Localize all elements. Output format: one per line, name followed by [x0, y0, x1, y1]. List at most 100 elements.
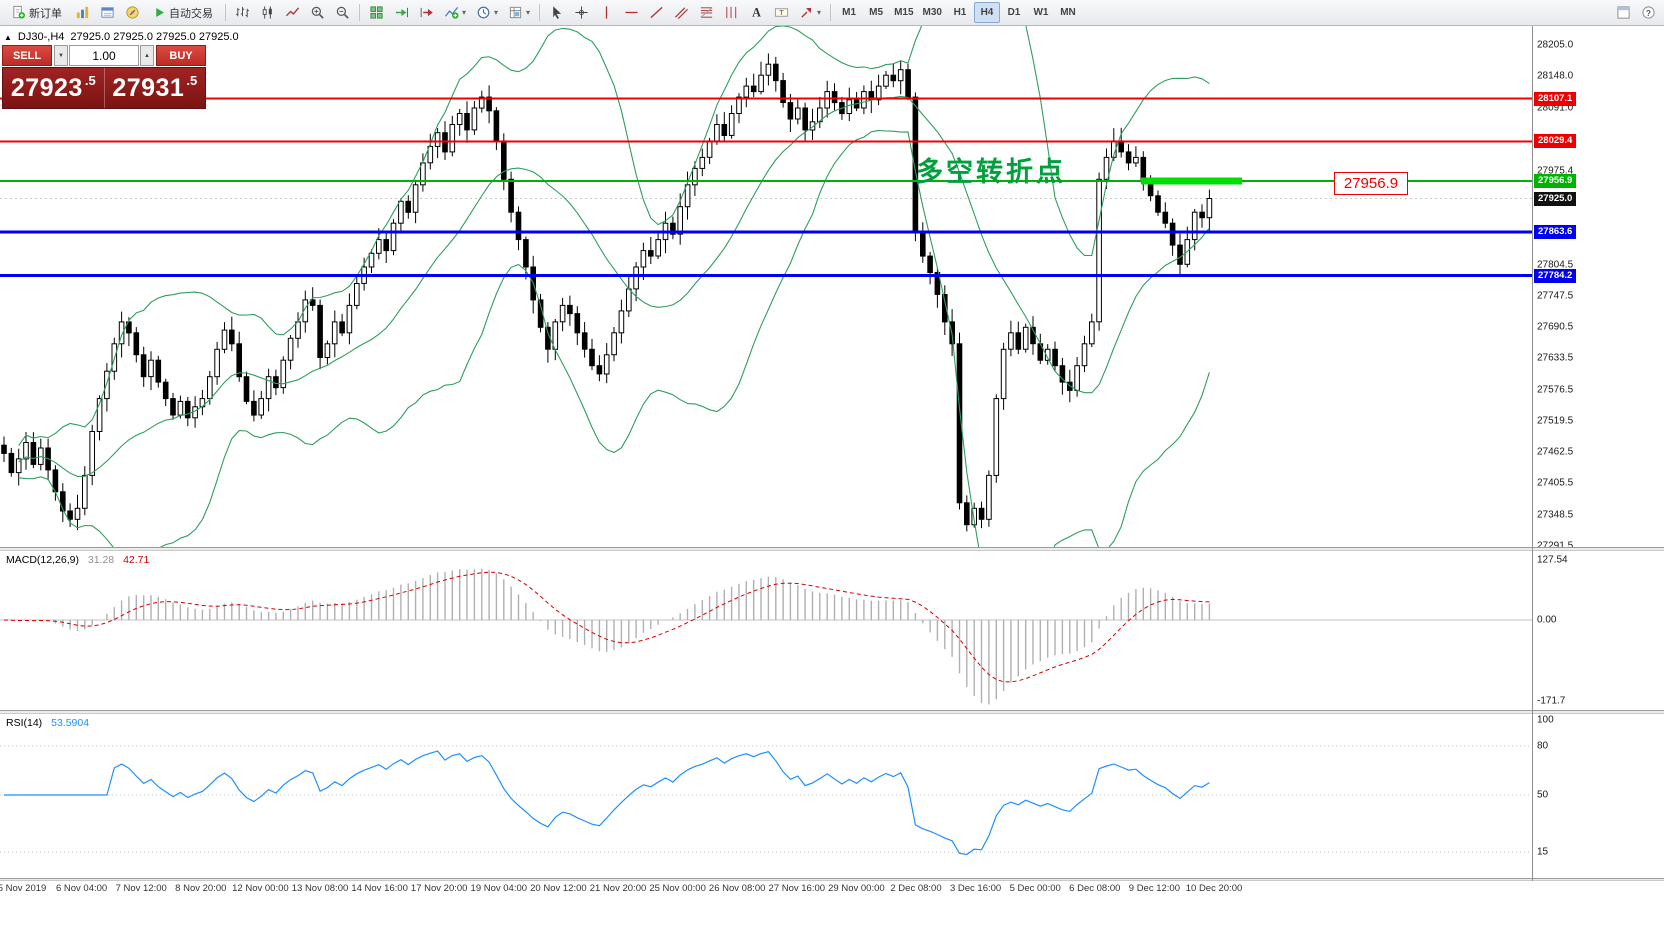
time-axis-label: 21 Nov 20:00	[589, 883, 647, 894]
lot-size-input[interactable]: 1.00	[69, 45, 139, 66]
toolbar-right-group: ?	[1612, 2, 1660, 23]
time-axis[interactable]: 5 Nov 2019 6 Nov 04:00 7 Nov 12:00 8 Nov 20…	[0, 881, 1664, 899]
buy-price[interactable]: 27931 .5	[103, 68, 206, 108]
cycle-lines-button[interactable]	[720, 2, 743, 23]
price-axis-tick: 27804.5	[1537, 259, 1574, 271]
time-axis-label: 20 Nov 12:00	[530, 883, 587, 894]
price-axis-tick: 27405.5	[1537, 477, 1574, 489]
timeframe-m1-button[interactable]: M1	[836, 2, 862, 23]
time-axis-label: 8 Nov 20:00	[175, 883, 227, 894]
trendline-icon	[649, 5, 664, 20]
time-axis-label: 26 Nov 08:00	[708, 883, 766, 894]
fibonacci-button[interactable]	[695, 2, 718, 23]
toolbar-separator	[359, 4, 360, 21]
macd-name: MACD(12,26,9)	[6, 554, 79, 566]
price-level-badge: 28029.4	[1534, 134, 1577, 149]
svg-text:A: A	[752, 6, 761, 20]
time-axis-label: 12 Nov 00:00	[232, 883, 289, 894]
autotrading-button[interactable]: 自动交易	[146, 2, 220, 23]
chevron-down-icon: ▾	[526, 7, 531, 17]
rsi-levels	[0, 745, 1532, 853]
timeframe-m30-button[interactable]: M30	[919, 2, 946, 23]
price-chart-panel[interactable]: ▲ DJ30-,H4 27925.0 27925.0 27925.0 27925…	[0, 26, 1664, 551]
navigator-icon	[125, 5, 140, 20]
turning-point-annotation[interactable]: 多空转折点	[916, 157, 1066, 187]
symbol-period-label: DJ30-,H4	[17, 31, 65, 43]
chart-header: ▲ DJ30-,H4 27925.0 27925.0 27925.0 27925…	[4, 31, 239, 43]
timeframe-h1-button[interactable]: H1	[947, 2, 973, 23]
market-watch-icon	[75, 5, 90, 20]
time-axis-label: 14 Nov 16:00	[351, 883, 408, 894]
horizontal-line-button[interactable]	[620, 2, 643, 23]
svg-text:T: T	[779, 8, 784, 17]
price-axis-tick: 28091.0	[1537, 102, 1574, 113]
channel-icon	[674, 5, 689, 20]
panel-splitter[interactable]	[0, 710, 1664, 714]
help-button[interactable]: ?	[1637, 2, 1660, 23]
trendline-button[interactable]	[645, 2, 668, 23]
lot-decrease-button[interactable]: ▼	[54, 45, 68, 66]
template-button[interactable]: ▾	[504, 2, 534, 23]
docking-button[interactable]	[1612, 2, 1635, 23]
ohlc-values: 27925.0 27925.0 27925.0 27925.0	[70, 31, 239, 43]
text-label-icon: T	[774, 5, 789, 20]
tile-windows-button[interactable]	[365, 2, 388, 23]
market-watch-button[interactable]	[71, 2, 94, 23]
price-level-badge: 28107.1	[1534, 91, 1577, 106]
chevron-down-icon: ▾	[462, 7, 467, 17]
data-window-button[interactable]	[96, 2, 119, 23]
timeframe-w1-button[interactable]: W1	[1028, 2, 1054, 23]
channel-button[interactable]	[670, 2, 693, 23]
toolbar-separator	[225, 4, 226, 21]
panel-splitter[interactable]	[0, 547, 1664, 551]
time-axis-label: 17 Nov 20:00	[410, 883, 468, 894]
time-axis-label: 10 Dec 20:00	[1185, 883, 1243, 894]
zoom-out-button[interactable]	[331, 2, 354, 23]
macd-axis-tick: 0.00	[1537, 614, 1557, 626]
macd-canvas[interactable]	[0, 551, 1532, 710]
new-order-button[interactable]: 新订单	[4, 2, 69, 23]
line-chart-icon	[285, 5, 300, 20]
timeframe-h4-button[interactable]: H4	[973, 2, 1000, 23]
lot-size-control: ▼ 1.00 ▲	[54, 45, 154, 66]
arrows-icon	[799, 5, 814, 20]
bar-chart-button[interactable]	[231, 2, 254, 23]
zoom-in-button[interactable]	[306, 2, 329, 23]
rsi-panel[interactable]: RSI(14) 53.5904 100 80 50 15	[0, 714, 1664, 878]
arrows-button[interactable]: ▾	[795, 2, 825, 23]
autotrading-label: 自动交易	[169, 7, 213, 20]
bid-price-badge: 27925.0	[1534, 191, 1577, 206]
line-chart-button[interactable]	[281, 2, 304, 23]
one-click-collapse-icon[interactable]: ▲	[4, 32, 12, 42]
rsi-axis-tick: 80	[1537, 740, 1549, 752]
timeframe-d1-button[interactable]: D1	[1001, 2, 1027, 23]
timeframe-m15-button[interactable]: M15	[890, 2, 917, 23]
sell-price[interactable]: 27923 .5	[3, 68, 104, 108]
price-chart-canvas[interactable]	[0, 26, 1532, 547]
cursor-button[interactable]	[545, 2, 568, 23]
text-icon: A	[749, 5, 764, 20]
vertical-line-button[interactable]	[595, 2, 618, 23]
auto-scroll-button[interactable]	[390, 2, 413, 23]
timeframe-m5-button[interactable]: M5	[863, 2, 889, 23]
crosshair-button[interactable]	[570, 2, 593, 23]
sell-button[interactable]: SELL	[2, 45, 52, 66]
docking-icon	[1616, 5, 1631, 20]
chart-shift-icon	[419, 5, 434, 20]
time-axis-label: 19 Nov 04:00	[470, 883, 528, 894]
price-callout-box[interactable]: 27956.9	[1334, 172, 1408, 195]
lot-increase-button[interactable]: ▲	[140, 45, 154, 66]
macd-panel[interactable]: MACD(12,26,9) 31.28 42.71 127.54 0.00 -171…	[0, 551, 1664, 710]
candlestick-chart-button[interactable]	[256, 2, 279, 23]
buy-button[interactable]: BUY	[156, 45, 206, 66]
text-label-button[interactable]: T	[770, 2, 793, 23]
add-indicator-button[interactable]: ▾	[440, 2, 470, 23]
navigator-button[interactable]	[121, 2, 144, 23]
text-button[interactable]: A	[745, 2, 768, 23]
time-axis-label: 6 Nov 04:00	[55, 883, 108, 894]
period-button[interactable]: ▾	[472, 2, 502, 23]
chart-shift-button[interactable]	[415, 2, 438, 23]
price-level-badge: 27863.6	[1534, 225, 1577, 240]
timeframe-mn-button[interactable]: MN	[1055, 2, 1081, 23]
rsi-canvas[interactable]	[0, 714, 1532, 878]
